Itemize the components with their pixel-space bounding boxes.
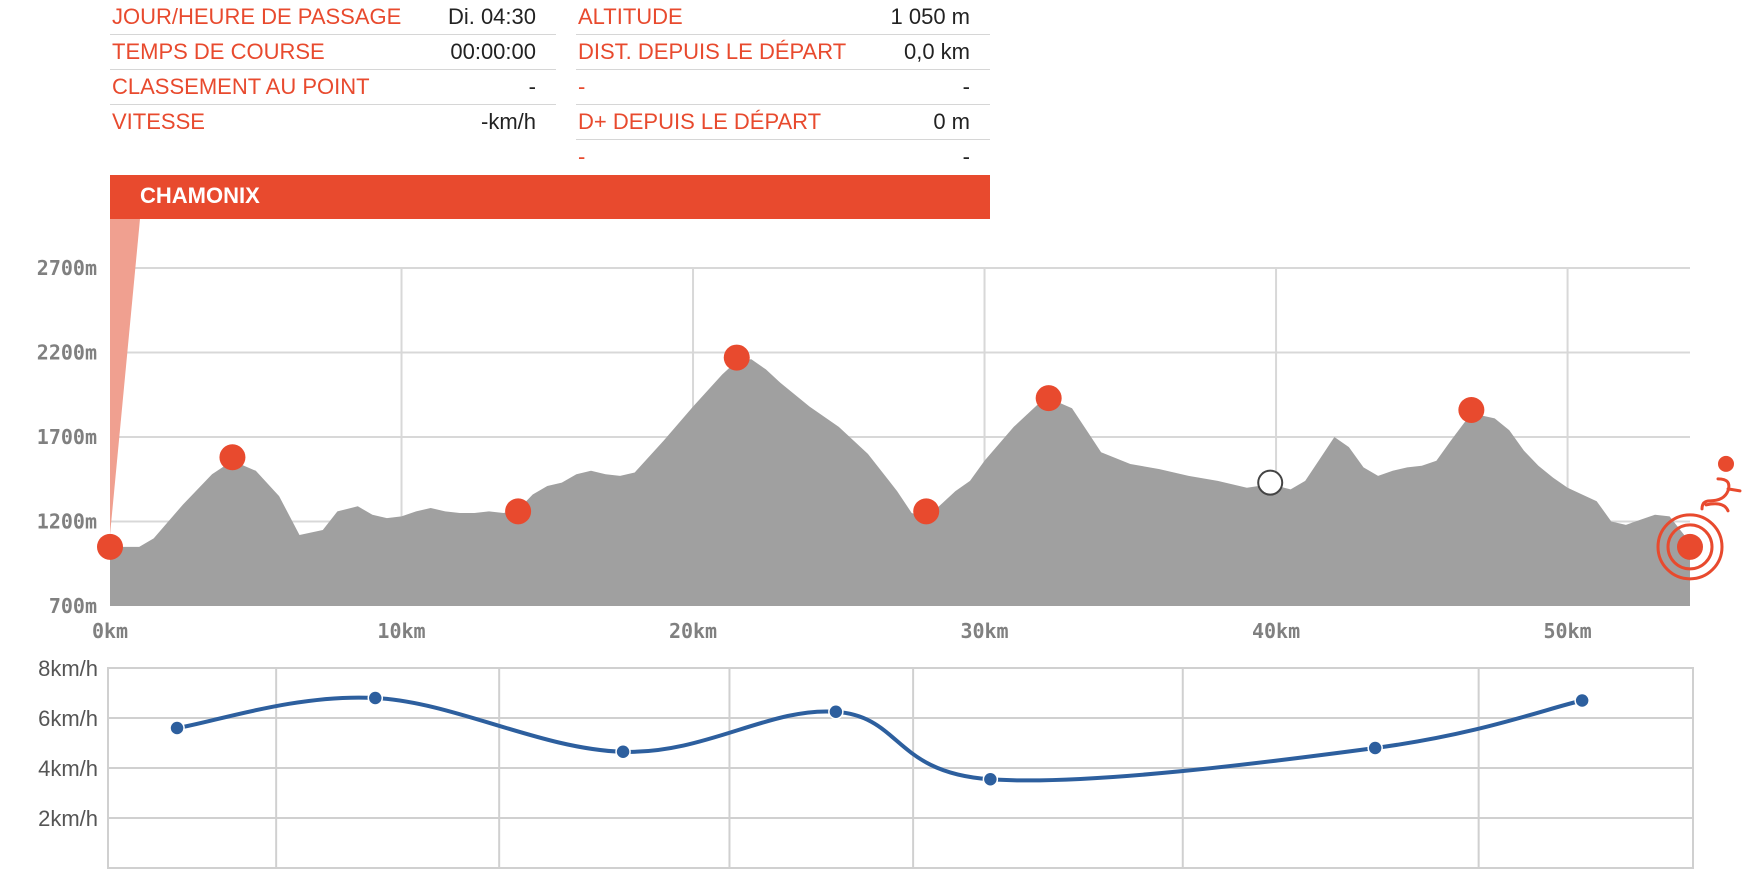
info-value: -: [962, 144, 970, 169]
checkpoint-marker[interactable]: [219, 444, 246, 471]
info-value: -: [528, 74, 536, 99]
elevation-x-tick-label: 40km: [1252, 619, 1300, 643]
elevation-profile-area: [110, 359, 1690, 606]
speed-point[interactable]: [367, 690, 384, 706]
info-value: -km/h: [481, 109, 536, 134]
elevation-y-tick-label: 1700m: [37, 425, 97, 449]
info-table-left: JOUR/HEURE DE PASSAGE Di. 04:30 TEMPS DE C…: [110, 0, 556, 139]
finish-ring: [1666, 523, 1714, 571]
speed-markers[interactable]: [169, 690, 1590, 787]
info-row: --: [576, 70, 990, 105]
elevation-y-tick-label: 2200m: [37, 341, 97, 365]
checkpoint-marker[interactable]: [97, 533, 123, 560]
info-value: 0 m: [933, 109, 970, 134]
elevation-x-tick-label: 10km: [377, 619, 425, 643]
info-row: CLASSEMENT AU POINT -: [110, 70, 556, 105]
checkpoint-marker[interactable]: [505, 498, 532, 525]
banner-label: CHAMONIX: [140, 183, 260, 208]
finish-ring: [1656, 513, 1724, 581]
checkpoint-marker[interactable]: [723, 344, 750, 371]
speed-axes: 2km/h 4km/h 6km/h 8km/h: [38, 656, 98, 831]
location-pointer-wedge: [110, 175, 140, 535]
info-label: JOUR/HEURE DE PASSAGE: [112, 4, 402, 29]
elevation-axes: 700m 1200m 1700m 2200m 2700m 0km 10km 20km 30km 4…: [37, 256, 1592, 643]
info-row: --: [576, 140, 990, 174]
current-position-marker[interactable]: [1257, 469, 1284, 496]
speed-point[interactable]: [1574, 692, 1590, 709]
elevation-x-tick-label: 50km: [1543, 619, 1591, 643]
speed-y-tick-label: 2km/h: [38, 806, 98, 831]
runner-figure: [1700, 477, 1742, 513]
finish-target-icon: [1656, 455, 1742, 581]
runner-head: [1718, 455, 1734, 472]
elevation-y-tick-label: 700m: [49, 594, 97, 618]
checkpoint-markers[interactable]: [97, 344, 1703, 560]
checkpoint-marker[interactable]: [1035, 385, 1062, 412]
info-value: -: [962, 74, 970, 99]
info-row: VITESSE -km/h: [110, 105, 556, 139]
elevation-y-tick-label: 2700m: [37, 256, 97, 280]
info-row: D+ DEPUIS LE DÉPART 0 m: [576, 105, 990, 140]
info-label: D+ DEPUIS LE DÉPART: [578, 109, 822, 134]
info-value: 0,0 km: [903, 39, 970, 64]
elevation-x-tick-label: 30km: [960, 619, 1008, 643]
speed-point[interactable]: [169, 720, 185, 736]
elevation-y-tick-label: 1200m: [37, 510, 97, 534]
speed-point[interactable]: [828, 704, 844, 720]
elevation-x-tick-label: 0km: [92, 619, 128, 643]
checkpoint-marker[interactable]: [913, 498, 940, 525]
info-label: DIST. DEPUIS LE DÉPART: [578, 39, 847, 64]
speed-y-tick-label: 4km/h: [38, 756, 98, 781]
info-value: Di. 04:30: [447, 4, 536, 29]
speed-grid: [107, 667, 1694, 869]
info-row: TEMPS DE COURSE 00:00:00: [110, 35, 556, 70]
info-label: TEMPS DE COURSE: [112, 39, 325, 64]
info-label: -: [578, 144, 586, 169]
speed-point[interactable]: [1367, 740, 1383, 756]
checkpoint-marker[interactable]: [1677, 533, 1703, 560]
info-label: CLASSEMENT AU POINT: [112, 74, 370, 99]
info-table-right: ALTITUDE 1 050 m DIST. DEPUIS LE DÉPART 0,0…: [576, 0, 990, 174]
speed-point[interactable]: [982, 771, 999, 787]
speed-y-tick-label: 8km/h: [38, 656, 98, 681]
info-label: -: [578, 74, 586, 99]
info-value: 1 050 m: [890, 4, 971, 29]
info-value: 00:00:00: [450, 39, 536, 64]
info-row: ALTITUDE 1 050 m: [576, 0, 990, 35]
info-row: DIST. DEPUIS LE DÉPART 0,0 km: [576, 35, 990, 70]
location-banner: CHAMONIX: [110, 175, 990, 219]
info-label: VITESSE: [112, 109, 205, 134]
speed-y-tick-label: 6km/h: [38, 706, 98, 731]
elevation-x-tick-label: 20km: [669, 619, 717, 643]
speed-point[interactable]: [615, 744, 631, 760]
info-label: ALTITUDE: [578, 4, 683, 29]
info-row: JOUR/HEURE DE PASSAGE Di. 04:30: [110, 0, 556, 35]
checkpoint-marker[interactable]: [1458, 396, 1485, 423]
